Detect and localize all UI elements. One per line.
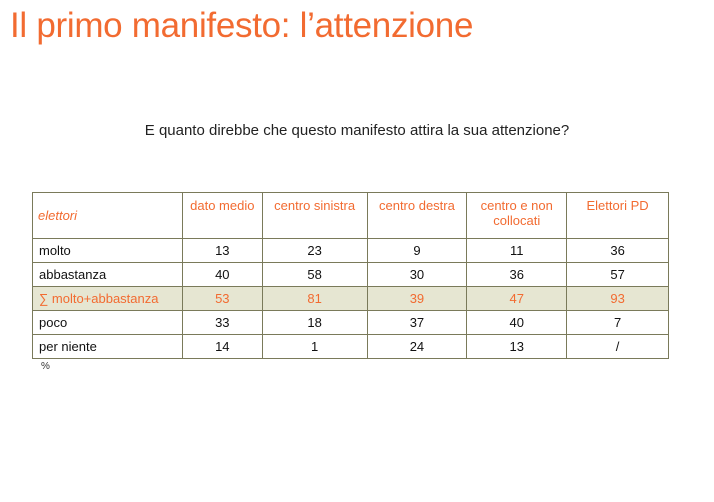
table-cell: 39 <box>366 286 468 311</box>
table-cell: 33 <box>181 310 263 335</box>
table-cell: 57 <box>566 262 669 287</box>
row-label: molto <box>32 238 183 263</box>
table-row-molto: molto 13 23 9 11 36 <box>32 238 669 263</box>
table-cell: 37 <box>366 310 468 335</box>
table-cell: 9 <box>366 238 468 263</box>
table-cell: 13 <box>181 238 263 263</box>
results-table: elettori dato medio centro sinistra cent… <box>32 192 669 359</box>
header-elettori: elettori <box>32 192 183 239</box>
header-elettori-pd: Elettori PD <box>566 192 669 239</box>
table-cell: 47 <box>466 286 568 311</box>
table-cell: 36 <box>566 238 669 263</box>
table-cell: 58 <box>261 262 368 287</box>
table-cell: 23 <box>261 238 368 263</box>
header-centro-non-collocati: centro e non collocati <box>466 192 568 239</box>
header-dato-medio: dato medio <box>181 192 263 239</box>
table-cell: 93 <box>566 286 669 311</box>
table-row-per-niente: per niente 14 1 24 13 / <box>32 334 669 359</box>
header-centro-sinistra: centro sinistra <box>261 192 368 239</box>
table-row-sum-highlight: ∑ molto+abbastanza 53 81 39 47 93 <box>32 286 669 311</box>
table-cell: 30 <box>366 262 468 287</box>
table-header-row: elettori dato medio centro sinistra cent… <box>32 192 669 239</box>
row-label: poco <box>32 310 183 335</box>
table-cell: 40 <box>466 310 568 335</box>
percent-footnote: % <box>41 361 50 372</box>
table-cell: 24 <box>366 334 468 359</box>
table-cell: 18 <box>261 310 368 335</box>
table-row-poco: poco 33 18 37 40 7 <box>32 310 669 335</box>
table-cell: 53 <box>181 286 263 311</box>
table-cell: 13 <box>466 334 568 359</box>
survey-question: E quanto direbbe che questo manifesto at… <box>144 122 570 139</box>
row-label: per niente <box>32 334 183 359</box>
table-row-abbastanza: abbastanza 40 58 30 36 57 <box>32 262 669 287</box>
table-cell: 14 <box>181 334 263 359</box>
table-cell: 36 <box>466 262 568 287</box>
row-label: ∑ molto+abbastanza <box>32 286 183 311</box>
table-cell: / <box>566 334 669 359</box>
table-cell: 1 <box>261 334 368 359</box>
table-cell: 40 <box>181 262 263 287</box>
header-centro-destra: centro destra <box>366 192 468 239</box>
table-cell: 7 <box>566 310 669 335</box>
row-label: abbastanza <box>32 262 183 287</box>
slide-title: Il primo manifesto: l’attenzione <box>10 6 474 45</box>
table-cell: 81 <box>261 286 368 311</box>
table-cell: 11 <box>466 238 568 263</box>
